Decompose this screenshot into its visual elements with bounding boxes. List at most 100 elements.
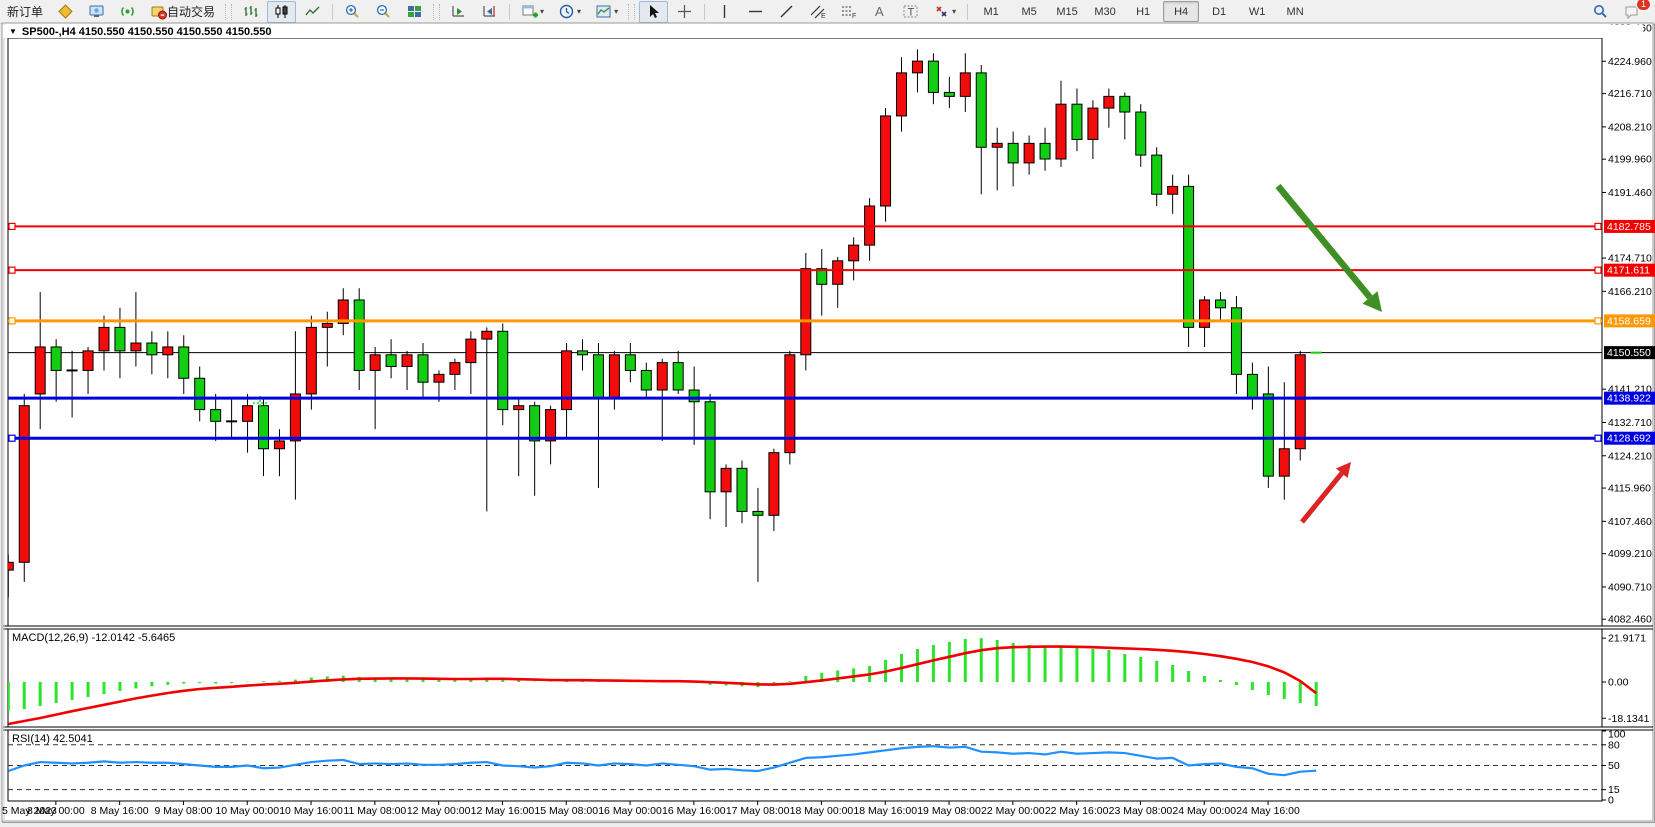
down-arrow-annotation[interactable] — [1275, 183, 1382, 312]
toolbar-grip — [433, 3, 441, 20]
market-watch-button[interactable] — [82, 1, 111, 23]
zoom-out-icon — [375, 3, 392, 20]
search-button[interactable] — [1586, 1, 1615, 23]
up-arrow-annotation[interactable] — [1300, 462, 1351, 524]
svg-text:4099.210: 4099.210 — [1608, 548, 1652, 560]
tile-windows-button[interactable] — [400, 1, 429, 23]
macd-label: MACD(12,26,9) -12.0142 -5.6465 — [12, 632, 175, 644]
timeframe-w1-button[interactable]: W1 — [1248, 5, 1266, 18]
svg-text:19 May 08:00: 19 May 08:00 — [917, 805, 981, 817]
hline-4171.611[interactable] — [8, 266, 1602, 274]
svg-text:F: F — [852, 13, 856, 20]
svg-text:10 May 00:00: 10 May 00:00 — [215, 805, 279, 817]
zoom-in-button[interactable] — [338, 1, 367, 23]
bar-chart-icon — [242, 3, 259, 20]
svg-text:4115.960: 4115.960 — [1608, 483, 1651, 495]
new-chart-button[interactable]: ▾ — [515, 1, 550, 23]
svg-text:4166.210: 4166.210 — [1608, 286, 1652, 298]
timeframe-m30-button[interactable]: M30 — [1094, 5, 1116, 18]
trendline-button[interactable] — [772, 1, 801, 23]
toolbar-separator — [967, 3, 969, 20]
svg-text:4208.210: 4208.210 — [1608, 121, 1652, 133]
svg-text:T: T — [908, 7, 915, 19]
window-menu-icon[interactable]: ▼ — [9, 27, 17, 36]
chevron-down-icon: ▾ — [952, 7, 957, 16]
fibonacci-icon: F — [840, 3, 857, 20]
zoom-in-icon — [344, 3, 361, 20]
svg-text:4174.710: 4174.710 — [1608, 253, 1652, 265]
svg-text:22 May 16:00: 22 May 16:00 — [1045, 805, 1109, 817]
tile-windows-icon — [406, 3, 423, 20]
signals-button[interactable] — [113, 1, 142, 23]
rsi-line — [8, 745, 1317, 777]
line-chart-button[interactable] — [298, 1, 327, 23]
period-clock-icon — [558, 3, 575, 20]
chat-button[interactable]: 1 — [1617, 0, 1651, 23]
zoom-out-button[interactable] — [369, 1, 398, 23]
svg-text:4124.210: 4124.210 — [1608, 450, 1652, 462]
svg-text:4132.710: 4132.710 — [1608, 417, 1652, 429]
new-order-label: 新订单 — [7, 5, 44, 19]
toolbar-separator — [332, 3, 334, 20]
timeframe-h4-button[interactable]: H4 — [1163, 1, 1200, 22]
svg-text:4138.922: 4138.922 — [1607, 393, 1651, 405]
timeframe-m5-button[interactable]: M5 — [1021, 5, 1037, 18]
chevron-down-icon: ▾ — [577, 7, 582, 16]
horizontal-line-button[interactable] — [741, 1, 770, 23]
line-chart-icon — [304, 3, 321, 20]
text-button[interactable]: A — [865, 1, 894, 23]
hline-4182.785[interactable] — [8, 222, 1602, 231]
svg-text:12 May 16:00: 12 May 16:00 — [471, 805, 535, 817]
toolbar-grip — [225, 3, 233, 20]
chart-shift-button[interactable] — [475, 1, 504, 23]
autotrade-button[interactable]: 自动交易 — [144, 1, 221, 23]
new-order-button[interactable]: 新订单 — [1, 1, 49, 23]
price-axis: 4233.4604224.9604216.7104208.2104199.960… — [1602, 23, 1655, 626]
fibonacci-button[interactable]: F — [834, 1, 863, 23]
search-icon — [1592, 3, 1609, 20]
timeframe-mn-button[interactable]: MN — [1286, 5, 1304, 18]
svg-text:21.9171: 21.9171 — [1608, 633, 1646, 645]
svg-text:22 May 00:00: 22 May 00:00 — [981, 805, 1045, 817]
toolbar-separator — [704, 3, 706, 20]
svg-text:23 May 08:00: 23 May 08:00 — [1109, 805, 1173, 817]
chart-profile-button[interactable]: ▾ — [589, 1, 624, 23]
svg-text:16 May 00:00: 16 May 00:00 — [598, 805, 662, 817]
vertical-line-button[interactable] — [710, 1, 739, 23]
svg-text:4107.460: 4107.460 — [1608, 516, 1652, 528]
bar-chart-button[interactable] — [236, 1, 265, 23]
svg-text:4199.960: 4199.960 — [1608, 154, 1652, 166]
timeframe-m1-button[interactable]: M1 — [983, 5, 999, 18]
svg-text:A: A — [875, 4, 884, 19]
hline-4158.659[interactable] — [8, 317, 1602, 325]
text-label-button[interactable]: T — [896, 1, 925, 23]
text-label-icon: T — [902, 3, 919, 20]
crosshair-button[interactable] — [670, 1, 699, 23]
candlestick-chart-button[interactable] — [267, 0, 297, 23]
auto-scroll-button[interactable] — [444, 1, 473, 23]
equidistant-channel-button[interactable]: E — [803, 1, 832, 23]
timeframe-m15-button[interactable]: M15 — [1056, 5, 1078, 18]
svg-text:8 May 16:00: 8 May 16:00 — [91, 805, 149, 817]
svg-text:8 May 00:00: 8 May 00:00 — [27, 805, 85, 817]
timeframe-d1-button[interactable]: D1 — [1212, 5, 1227, 18]
cursor-button[interactable] — [639, 0, 669, 23]
svg-text:16 May 16:00: 16 May 16:00 — [662, 805, 726, 817]
chevron-down-icon: ▾ — [614, 7, 619, 16]
profile-button[interactable] — [51, 1, 80, 23]
chevron-down-icon: ▾ — [540, 7, 545, 16]
arrows-tool-button[interactable]: ▾ — [927, 1, 962, 23]
macd-signal-line — [8, 645, 1317, 726]
profile-icon — [57, 3, 74, 20]
svg-text:5 May 2023: 5 May 2023 — [2, 805, 57, 817]
svg-text:80: 80 — [1608, 739, 1620, 751]
timeframe-h1-button[interactable]: H1 — [1136, 5, 1151, 18]
svg-text:18 May 00:00: 18 May 00:00 — [790, 805, 854, 817]
chart-profile-icon — [595, 3, 612, 20]
hline-4128.692[interactable] — [8, 434, 1602, 442]
svg-text:24 May 16:00: 24 May 16:00 — [1236, 805, 1300, 817]
arrows-tool-icon — [933, 3, 950, 20]
period-clock-button[interactable]: ▾ — [552, 1, 587, 23]
